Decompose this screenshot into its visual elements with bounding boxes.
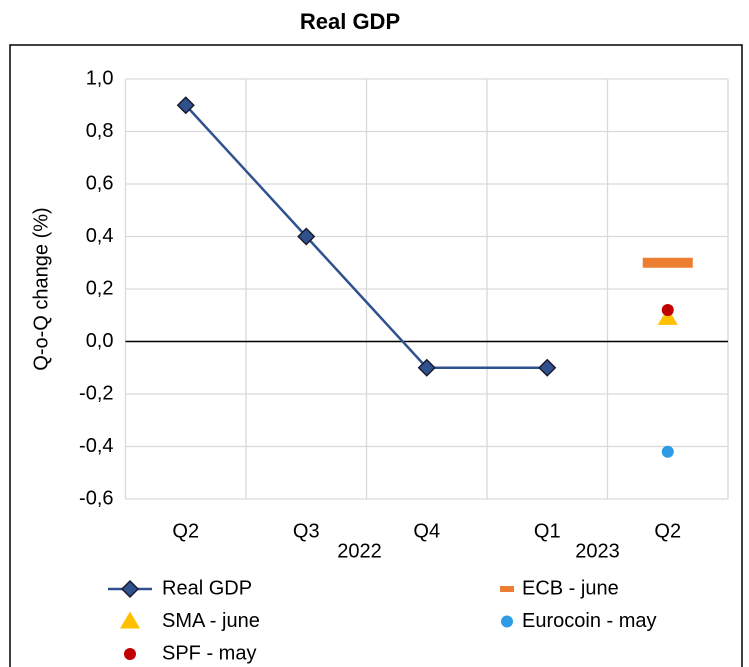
marker-diamond <box>176 96 195 115</box>
marker-diamond <box>538 358 557 377</box>
y-tick-label: 1,0 <box>86 67 114 89</box>
marker-circle <box>124 648 136 660</box>
x-tick-label: Q4 <box>413 520 440 542</box>
marker-diamond <box>120 579 140 599</box>
y-tick-label: -0,6 <box>79 487 113 509</box>
y-tick-label: 0,2 <box>86 277 114 299</box>
legend-label: SMA - june <box>162 610 260 632</box>
frame <box>9 44 743 667</box>
y-tick-label: -0,2 <box>79 382 113 404</box>
year-label: 2023 <box>575 540 620 562</box>
legend-label: Real GDP <box>162 577 252 599</box>
marker-diamond <box>417 358 436 377</box>
legend-label: Eurocoin - may <box>522 610 657 632</box>
legend-marker <box>500 586 514 592</box>
y-axis-label: Q-o-Q change (%) <box>30 207 52 370</box>
x-tick-label: Q2 <box>654 520 681 542</box>
y-tick-label: 0,4 <box>86 225 114 247</box>
marker-triangle <box>657 307 678 325</box>
y-tick-label: 0,0 <box>86 330 114 352</box>
x-tick-label: Q3 <box>293 520 320 542</box>
marker-circle <box>661 445 674 458</box>
chart-title: Real GDP <box>300 9 400 34</box>
marker-triangle <box>120 611 140 629</box>
y-tick-label: 0,8 <box>86 120 114 142</box>
y-tick-label: 0,6 <box>86 172 114 194</box>
marker-dash <box>642 257 693 268</box>
year-label: 2022 <box>337 540 382 562</box>
marker-diamond <box>297 227 316 246</box>
x-tick-label: Q2 <box>172 520 199 542</box>
legend-label: ECB - june <box>522 577 619 599</box>
x-tick-label: Q1 <box>534 520 561 542</box>
legend-label: SPF - may <box>162 642 256 664</box>
y-tick-label: -0,4 <box>79 435 113 457</box>
marker-circle <box>501 615 513 628</box>
series-line <box>184 104 548 369</box>
marker-circle <box>661 304 674 316</box>
